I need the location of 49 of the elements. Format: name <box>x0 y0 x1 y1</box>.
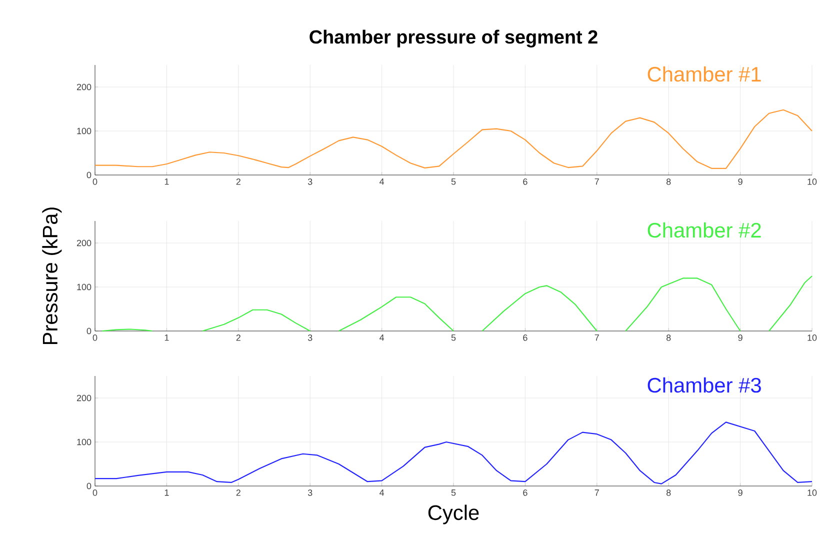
x-tick-label: 0 <box>92 334 98 341</box>
x-tick-label: 3 <box>308 334 312 341</box>
x-tick-label: 1 <box>164 334 169 341</box>
x-tick-label: 1 <box>164 490 169 496</box>
y-tick-label: 200 <box>76 394 92 402</box>
x-tick-label: 4 <box>380 178 384 185</box>
x-tick-label: 8 <box>666 490 671 496</box>
y-tick-label: 100 <box>77 438 92 446</box>
x-tick-label: 0 <box>92 490 98 496</box>
x-tick-label: 4 <box>380 334 384 341</box>
text: Chamber #2 <box>648 222 761 238</box>
x-tick-label: 2 <box>236 490 240 496</box>
x-tick-label: 10 <box>808 178 817 185</box>
x-tick-label: 2 <box>236 334 240 341</box>
x-tick-label: 6 <box>523 178 528 185</box>
x-tick-label: 8 <box>666 178 671 185</box>
x-tick-label: 5 <box>451 178 456 185</box>
x-tick-label: 9 <box>738 178 742 185</box>
x-tick-label: 1 <box>164 178 169 185</box>
x-tick-label: 0 <box>92 178 98 185</box>
x-axis-title: Cycle <box>428 504 479 524</box>
x-tick-label: 5 <box>451 490 456 496</box>
y-tick-label: 100 <box>77 284 92 290</box>
x-tick-label: 4 <box>380 490 384 496</box>
y-axis-title: Pressure (kPa) <box>42 208 62 344</box>
x-tick-label: 3 <box>308 178 312 185</box>
x-tick-label: 6 <box>523 490 528 496</box>
x-tick-label: 7 <box>594 178 599 185</box>
x-tick-label: 10 <box>808 490 817 496</box>
x-tick-label: 10 <box>808 334 817 341</box>
chart-title: Chamber pressure of segment 2 <box>310 30 598 48</box>
series-label: Chamber #3 <box>648 377 761 393</box>
y-tick-label: 0 <box>86 482 92 490</box>
line-series <box>94 109 813 169</box>
x-tick-label: 9 <box>738 490 742 496</box>
y-tick-label: 0 <box>86 328 92 334</box>
y-tick-label: 200 <box>76 240 92 246</box>
x-tick-label: 8 <box>666 334 671 341</box>
x-tick-label: 7 <box>594 334 599 341</box>
x-tick-label: 7 <box>594 490 599 496</box>
x-tick-label: 3 <box>308 490 312 496</box>
y-tick-label: 0 <box>86 172 92 178</box>
x-tick-label: 9 <box>738 334 742 341</box>
x-tick-label: 2 <box>236 178 240 185</box>
x-tick-label: 5 <box>451 334 456 341</box>
series-label: Chamber #1 <box>648 66 761 82</box>
y-tick-label: 100 <box>77 128 92 134</box>
y-tick-label: 200 <box>76 84 92 90</box>
x-tick-label: 6 <box>523 334 528 341</box>
